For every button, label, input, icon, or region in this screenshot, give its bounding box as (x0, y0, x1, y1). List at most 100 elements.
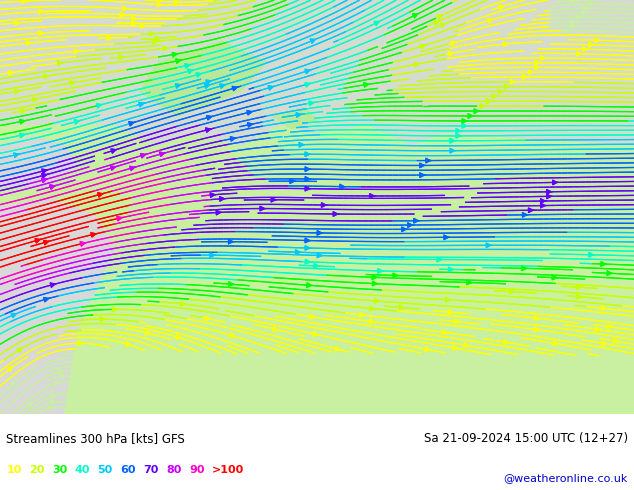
FancyArrowPatch shape (602, 341, 607, 345)
FancyArrowPatch shape (467, 280, 472, 285)
FancyArrowPatch shape (27, 41, 32, 46)
FancyArrowPatch shape (228, 240, 234, 244)
FancyArrowPatch shape (453, 345, 459, 350)
FancyArrowPatch shape (55, 381, 60, 386)
FancyArrowPatch shape (150, 357, 155, 361)
FancyArrowPatch shape (96, 349, 102, 353)
FancyArrowPatch shape (552, 275, 558, 280)
FancyArrowPatch shape (529, 70, 534, 74)
FancyArrowPatch shape (232, 86, 238, 91)
FancyArrowPatch shape (580, 389, 586, 393)
FancyArrowPatch shape (608, 369, 614, 373)
Text: 50: 50 (98, 466, 113, 475)
FancyArrowPatch shape (474, 109, 480, 113)
FancyArrowPatch shape (82, 396, 87, 401)
FancyArrowPatch shape (313, 332, 319, 336)
FancyArrowPatch shape (57, 61, 63, 65)
FancyArrowPatch shape (101, 396, 106, 401)
FancyArrowPatch shape (157, 2, 163, 7)
FancyArrowPatch shape (498, 89, 504, 94)
FancyArrowPatch shape (230, 333, 236, 337)
FancyArrowPatch shape (200, 398, 205, 403)
FancyArrowPatch shape (39, 9, 45, 14)
FancyArrowPatch shape (305, 167, 311, 171)
FancyArrowPatch shape (463, 343, 469, 347)
FancyArrowPatch shape (205, 316, 210, 320)
FancyArrowPatch shape (522, 74, 528, 79)
FancyArrowPatch shape (145, 330, 152, 335)
Text: >100: >100 (212, 466, 244, 475)
FancyArrowPatch shape (299, 351, 305, 355)
FancyArrowPatch shape (21, 109, 27, 113)
FancyArrowPatch shape (91, 233, 97, 237)
FancyArrowPatch shape (456, 134, 462, 138)
FancyArrowPatch shape (22, 0, 27, 3)
FancyArrowPatch shape (126, 342, 132, 346)
FancyArrowPatch shape (295, 250, 301, 254)
FancyArrowPatch shape (42, 178, 48, 182)
FancyArrowPatch shape (446, 297, 451, 302)
FancyArrowPatch shape (503, 42, 509, 47)
FancyArrowPatch shape (370, 319, 375, 323)
FancyArrowPatch shape (44, 297, 50, 302)
FancyArrowPatch shape (44, 241, 49, 245)
FancyArrowPatch shape (305, 186, 311, 191)
FancyArrowPatch shape (150, 357, 155, 361)
FancyArrowPatch shape (125, 368, 130, 373)
FancyArrowPatch shape (522, 213, 528, 217)
FancyArrowPatch shape (493, 94, 498, 98)
FancyArrowPatch shape (480, 104, 486, 108)
FancyArrowPatch shape (313, 332, 319, 336)
FancyArrowPatch shape (120, 12, 126, 17)
FancyArrowPatch shape (290, 179, 295, 183)
FancyArrowPatch shape (462, 119, 468, 123)
FancyArrowPatch shape (153, 39, 159, 44)
FancyArrowPatch shape (120, 12, 126, 17)
FancyArrowPatch shape (472, 394, 478, 398)
FancyArrowPatch shape (390, 367, 396, 371)
FancyArrowPatch shape (333, 212, 339, 216)
FancyArrowPatch shape (468, 114, 474, 118)
FancyArrowPatch shape (444, 368, 450, 372)
FancyArrowPatch shape (541, 199, 547, 203)
FancyArrowPatch shape (393, 273, 399, 278)
FancyArrowPatch shape (52, 393, 58, 398)
FancyArrowPatch shape (74, 49, 80, 54)
FancyArrowPatch shape (370, 194, 375, 198)
FancyArrowPatch shape (374, 298, 380, 303)
FancyArrowPatch shape (131, 21, 137, 25)
FancyArrowPatch shape (150, 31, 155, 36)
FancyArrowPatch shape (129, 122, 135, 126)
FancyArrowPatch shape (232, 86, 238, 91)
FancyArrowPatch shape (172, 52, 178, 57)
FancyArrowPatch shape (474, 109, 480, 113)
FancyArrowPatch shape (174, 0, 180, 4)
FancyArrowPatch shape (499, 5, 505, 9)
FancyArrowPatch shape (305, 238, 311, 243)
FancyArrowPatch shape (571, 20, 576, 24)
FancyArrowPatch shape (601, 262, 607, 266)
FancyArrowPatch shape (148, 397, 152, 401)
FancyArrowPatch shape (402, 227, 408, 232)
FancyArrowPatch shape (28, 403, 33, 407)
FancyArrowPatch shape (437, 15, 442, 19)
FancyArrowPatch shape (273, 327, 279, 331)
FancyArrowPatch shape (597, 380, 603, 384)
FancyArrowPatch shape (20, 133, 26, 138)
FancyArrowPatch shape (359, 313, 366, 317)
FancyArrowPatch shape (159, 397, 164, 402)
FancyArrowPatch shape (175, 383, 180, 387)
FancyArrowPatch shape (28, 403, 33, 407)
FancyArrowPatch shape (230, 137, 236, 141)
FancyArrowPatch shape (207, 116, 213, 120)
FancyArrowPatch shape (399, 305, 405, 310)
FancyArrowPatch shape (74, 360, 80, 364)
FancyArrowPatch shape (541, 56, 547, 60)
FancyArrowPatch shape (172, 354, 178, 358)
FancyArrowPatch shape (372, 275, 378, 279)
FancyArrowPatch shape (378, 269, 384, 273)
FancyArrowPatch shape (150, 31, 155, 36)
FancyArrowPatch shape (32, 98, 39, 102)
FancyArrowPatch shape (450, 148, 456, 153)
FancyArrowPatch shape (420, 163, 425, 168)
